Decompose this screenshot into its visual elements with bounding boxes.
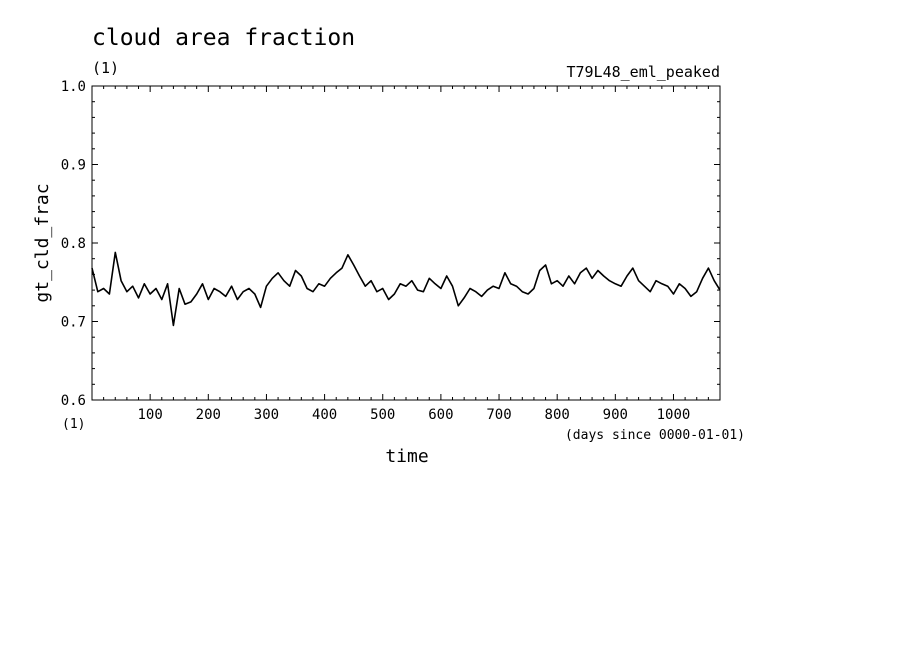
y-tick-label: 0.7 bbox=[61, 315, 86, 331]
y-axis: 0.6 0.7 0.8 0.9 1.0 bbox=[61, 79, 720, 409]
y-tick-label: 0.9 bbox=[61, 158, 86, 174]
x-tick-label: 900 bbox=[603, 407, 628, 423]
x-tick-label: 500 bbox=[370, 407, 395, 423]
chart-title: cloud area fraction bbox=[92, 25, 355, 51]
x-tick-label: 300 bbox=[254, 407, 279, 423]
x-tick-label: 100 bbox=[137, 407, 162, 423]
cloud-fraction-line bbox=[91, 251, 721, 327]
x-axis: 100 200 300 400 500 600 700 800 900 1000 bbox=[91, 86, 721, 423]
x-axis-label: time bbox=[385, 446, 428, 467]
plot-frame bbox=[91, 85, 721, 401]
y-tick-label: 0.8 bbox=[61, 236, 86, 252]
y-axis-label: gt_cld_frac bbox=[32, 183, 53, 302]
x-tick-label: 600 bbox=[428, 407, 453, 423]
x-axis-units: (days since 0000-01-01) bbox=[565, 428, 745, 443]
y-tick-label: 1.0 bbox=[61, 79, 86, 95]
chart-units: (1) bbox=[92, 59, 119, 77]
y-axis-units: (1) bbox=[62, 417, 85, 432]
x-tick-label: 700 bbox=[486, 407, 511, 423]
x-tick-label: 200 bbox=[196, 407, 221, 423]
x-tick-label: 1000 bbox=[657, 407, 691, 423]
experiment-name: T79L48_eml_peaked bbox=[566, 63, 720, 81]
y-tick-label: 0.6 bbox=[61, 393, 86, 409]
x-tick-label: 400 bbox=[312, 407, 337, 423]
x-tick-label: 800 bbox=[545, 407, 570, 423]
